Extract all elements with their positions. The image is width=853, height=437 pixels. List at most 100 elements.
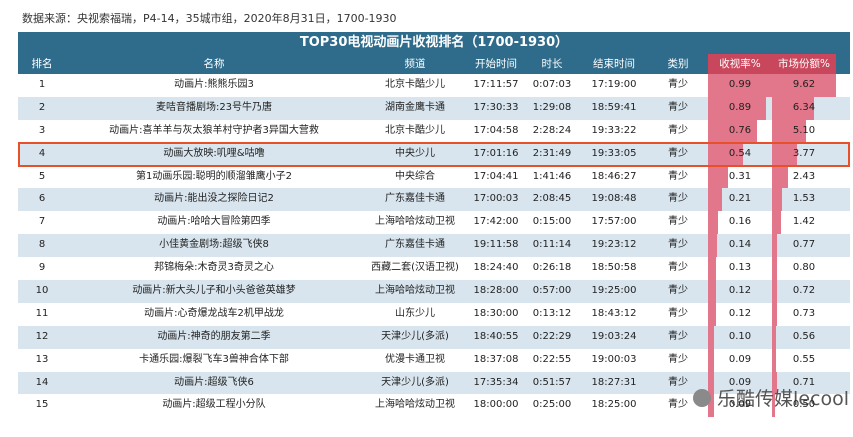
cell-rating-value: 0.31	[728, 170, 752, 182]
cell-share-value: 9.62	[792, 79, 816, 90]
cell-end-time: 18:25:00	[591, 399, 637, 411]
cell-end-time: 18:59:41	[591, 101, 637, 113]
rating-bar	[708, 302, 716, 326]
cell-share: 0.77	[772, 234, 836, 258]
cell-rank: 14	[35, 376, 49, 388]
cell-rank: 6	[38, 193, 46, 205]
cell-duration: 2:31:49	[532, 147, 572, 159]
cell-rating: 0.12	[708, 302, 772, 326]
cell-name: 动画片:新大头儿子和小头爸爸英雄梦	[132, 285, 296, 297]
cell-category: 青少	[668, 330, 688, 342]
cell-share-value: 3.77	[792, 147, 816, 159]
cell-category: 青少	[668, 101, 688, 113]
cell-share-value: 0.72	[792, 285, 816, 297]
cell-rank: 3	[38, 124, 46, 136]
cell-rating: 0.31	[708, 165, 772, 189]
cell-rating-value: 0.13	[728, 262, 752, 274]
share-bar	[772, 348, 776, 372]
cell-rating-value: 0.14	[728, 239, 752, 251]
cell-share: 0.50	[772, 394, 836, 418]
cell-name: 动画片:熊熊乐园3	[174, 79, 254, 90]
cell-rating-value: 0.89	[728, 101, 752, 113]
cell-share: 5.10	[772, 119, 836, 143]
share-bar	[772, 96, 815, 120]
cell-end-time: 19:08:48	[591, 193, 637, 205]
cell-rating: 0.16	[708, 211, 772, 235]
cell-start-time: 17:35:34	[473, 376, 519, 388]
cell-share-value: 0.80	[792, 262, 816, 274]
cell-duration: 2:08:45	[532, 193, 572, 205]
cell-category: 青少	[668, 216, 688, 228]
cell-name: 动画片:心奇爆龙战车2机甲战龙	[144, 307, 284, 319]
cell-start-time: 17:04:58	[473, 124, 519, 136]
cell-channel: 上海哈哈炫动卫视	[375, 399, 455, 411]
cell-end-time: 17:57:00	[591, 216, 637, 228]
data-source-note: 数据来源：央视索福瑞，P4-14，35城市组，2020年8月31日，1700-1…	[22, 12, 397, 25]
cell-rank: 2	[38, 101, 46, 113]
cell-end-time: 19:33:22	[591, 124, 637, 136]
brand-label: 乐酷传媒lecool	[717, 388, 849, 410]
cell-share-value: 1.42	[792, 216, 816, 228]
cell-end-time: 19:00:03	[591, 353, 637, 365]
cell-rank: 12	[35, 330, 49, 342]
cell-channel: 上海哈哈炫动卫视	[375, 216, 455, 228]
cell-duration: 1:41:46	[532, 170, 572, 182]
cell-channel: 湖南金鹰卡通	[385, 101, 445, 113]
table-row: 11 动画片:心奇爆龙战车2机甲战龙 山东少儿 18:30:00 0:13:12 18:4…	[18, 302, 850, 326]
rating-bar	[708, 234, 718, 258]
cell-category: 青少	[668, 193, 688, 205]
rating-bar	[708, 257, 717, 281]
share-bar	[772, 325, 776, 349]
cell-rank: 5	[38, 170, 46, 182]
cell-duration: 1:29:08	[532, 101, 572, 113]
cell-start-time: 17:01:16	[473, 147, 519, 159]
cell-share: 0.80	[772, 257, 836, 281]
cell-rating-value: 0.09	[728, 376, 752, 388]
table-row: 8 小佳黄金剧场:超级飞侠8 广东嘉佳卡通 19:11:58 0:11:14 19:23:…	[18, 234, 850, 258]
cell-rank: 10	[35, 285, 49, 297]
table-row: 5 第1动画乐园:聪明的顺溜雏鹰小子2 中央综合 17:04:41 1:41:46 18:…	[18, 165, 850, 189]
cell-duration: 0:22:29	[532, 330, 572, 342]
cell-start-time: 18:28:00	[473, 285, 519, 297]
table-row: 7 动画片:哈哈大冒险第四季 上海哈哈炫动卫视 17:42:00 0:15:00 17:5…	[18, 211, 850, 235]
cell-start-time: 18:00:00	[473, 399, 519, 411]
cell-share: 9.62	[772, 74, 836, 97]
cell-category: 青少	[668, 79, 688, 90]
column-header-rank: 排名	[31, 58, 53, 70]
cell-rank: 7	[38, 216, 46, 228]
cell-channel: 山东少儿	[395, 307, 435, 319]
cell-duration: 0:07:03	[532, 79, 572, 90]
cell-start-time: 18:24:40	[473, 262, 519, 274]
table-row: 2 麦咭音播剧场:23号牛乃唐 湖南金鹰卡通 17:30:33 1:29:08 18:59…	[18, 96, 850, 120]
cell-duration: 0:57:00	[532, 285, 572, 297]
cell-category: 青少	[668, 239, 688, 251]
share-bar	[772, 371, 777, 395]
cell-rating-value: 0.99	[728, 79, 752, 90]
rating-bar	[708, 165, 729, 189]
cell-start-time: 19:11:58	[473, 239, 519, 251]
cell-rank: 11	[35, 307, 49, 319]
cell-duration: 0:26:18	[532, 262, 572, 274]
cell-rank: 4	[38, 147, 46, 159]
ratings-table: TOP30电视动画片收视排名（1700-1930） 排名 名称 频道 开始时间 …	[18, 32, 850, 418]
table-row: 6 动画片:能出没之探险日记2 广东嘉佳卡通 17:00:03 2:08:45 19:08…	[18, 188, 850, 212]
cell-rank: 15	[35, 399, 49, 411]
share-bar	[772, 74, 836, 97]
cell-share: 0.56	[772, 325, 836, 349]
cell-name: 动画片:能出没之探险日记2	[154, 193, 274, 205]
cell-category: 青少	[668, 262, 688, 274]
cell-rating: 0.54	[708, 142, 772, 166]
cell-start-time: 18:40:55	[473, 330, 519, 342]
table-header-row: 排名 名称 频道 开始时间 时长 结束时间 类别 收视率% 市场份额%	[18, 54, 850, 74]
cell-channel: 广东嘉佳卡通	[385, 239, 445, 251]
brand-watermark: 乐酷传媒lecool	[693, 384, 849, 411]
cell-end-time: 18:43:12	[591, 307, 637, 319]
cell-channel: 优漫卡通卫视	[385, 353, 445, 365]
cell-start-time: 17:30:33	[473, 101, 519, 113]
share-bar	[772, 280, 777, 303]
cell-rank: 9	[38, 262, 46, 274]
table-row: 14 动画片:超级飞侠6 天津少儿(多派) 17:35:34 0:51:57 18:27:…	[18, 371, 850, 395]
cell-share-value: 0.73	[792, 307, 816, 319]
cell-name: 动画片:哈哈大冒险第四季	[157, 216, 271, 228]
cell-end-time: 19:25:00	[591, 285, 637, 297]
